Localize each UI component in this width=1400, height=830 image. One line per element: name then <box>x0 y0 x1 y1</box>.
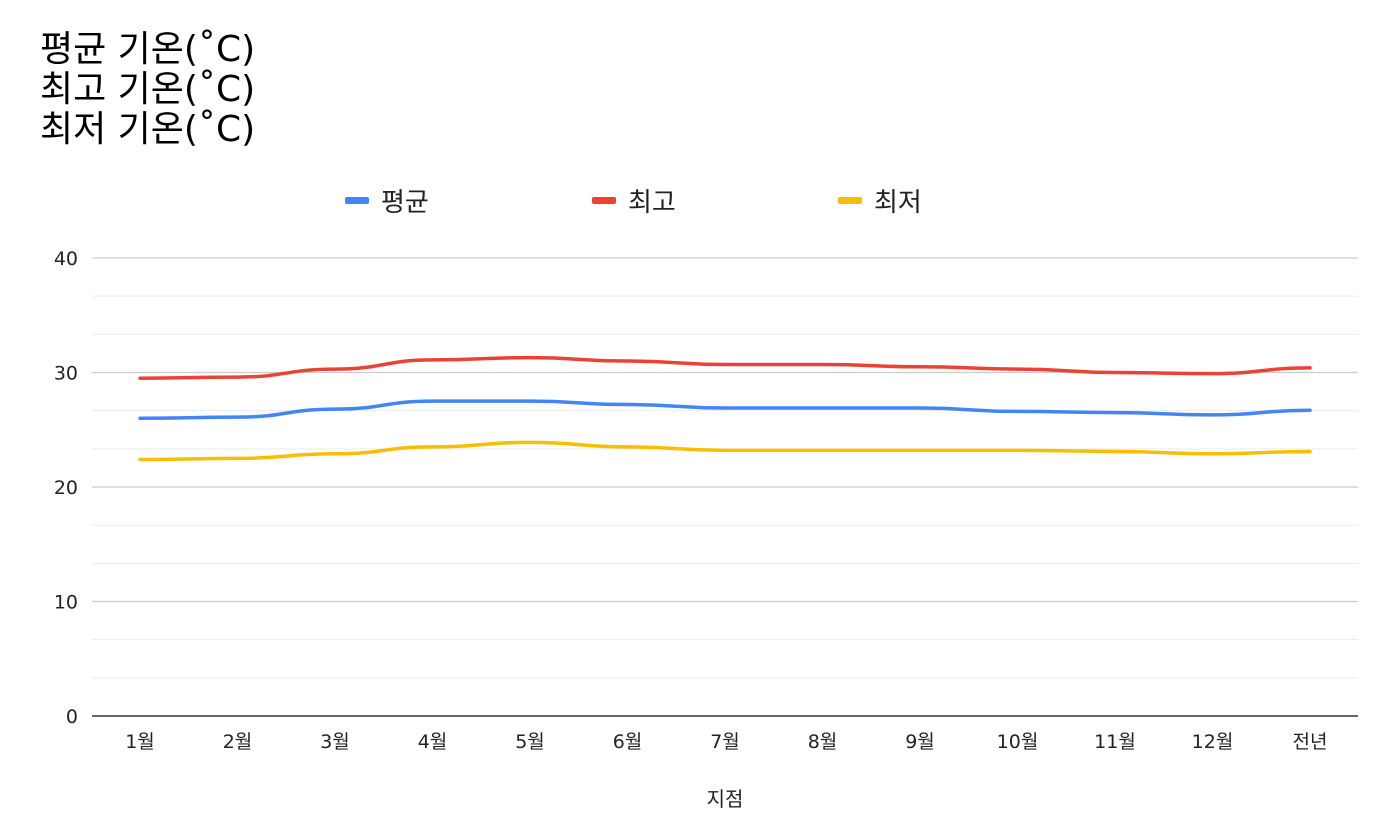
y-tick-label: 0 <box>66 706 78 728</box>
chart-title: 평균 기온(˚C) 최고 기온(˚C) 최저 기온(˚C) <box>40 30 255 150</box>
y-tick-label: 40 <box>54 248 78 270</box>
legend-label-average: 평균 <box>381 187 429 218</box>
y-tick-label: 20 <box>54 477 78 499</box>
legend-label-max: 최고 <box>628 187 676 218</box>
x-tick-label: 9월 <box>905 731 935 753</box>
x-tick-label: 6월 <box>613 731 643 753</box>
legend-swatch-min <box>838 196 862 204</box>
x-axis-label: 지점 <box>707 787 744 811</box>
legend-swatch-max <box>592 196 616 204</box>
series-line-average <box>138 399 1312 421</box>
legend-label-min: 최저 <box>874 187 922 218</box>
series-line-min <box>138 440 1312 462</box>
x-tick-label: 3월 <box>320 731 350 753</box>
legend: 평균 최고 최저 <box>0 182 1400 218</box>
x-tick-label: 전년 <box>1293 731 1328 753</box>
legend-item-min[interactable]: 최저 <box>838 182 922 218</box>
title-line-max: 최고 기온(˚C) <box>40 69 256 110</box>
y-tick-label: 30 <box>54 363 78 385</box>
x-tick-label: 8월 <box>808 731 838 753</box>
series-line-max <box>138 355 1312 380</box>
title-line-average: 평균 기온(˚C) <box>40 29 256 70</box>
x-tick-label: 10월 <box>997 731 1039 753</box>
legend-swatch-average <box>345 196 369 204</box>
title-line-min: 최저 기온(˚C) <box>40 109 256 150</box>
x-tick-label: 5월 <box>515 731 545 753</box>
y-tick-label: 10 <box>54 592 78 614</box>
x-tick-label: 2월 <box>223 731 253 753</box>
x-tick-label: 1월 <box>125 731 155 753</box>
x-tick-label: 7월 <box>710 731 740 753</box>
x-tick-label: 12월 <box>1192 731 1234 753</box>
legend-item-average[interactable]: 평균 <box>345 182 429 218</box>
x-tick-label: 11월 <box>1094 731 1136 753</box>
legend-item-max[interactable]: 최고 <box>592 182 676 218</box>
x-tick-label: 4월 <box>418 731 448 753</box>
